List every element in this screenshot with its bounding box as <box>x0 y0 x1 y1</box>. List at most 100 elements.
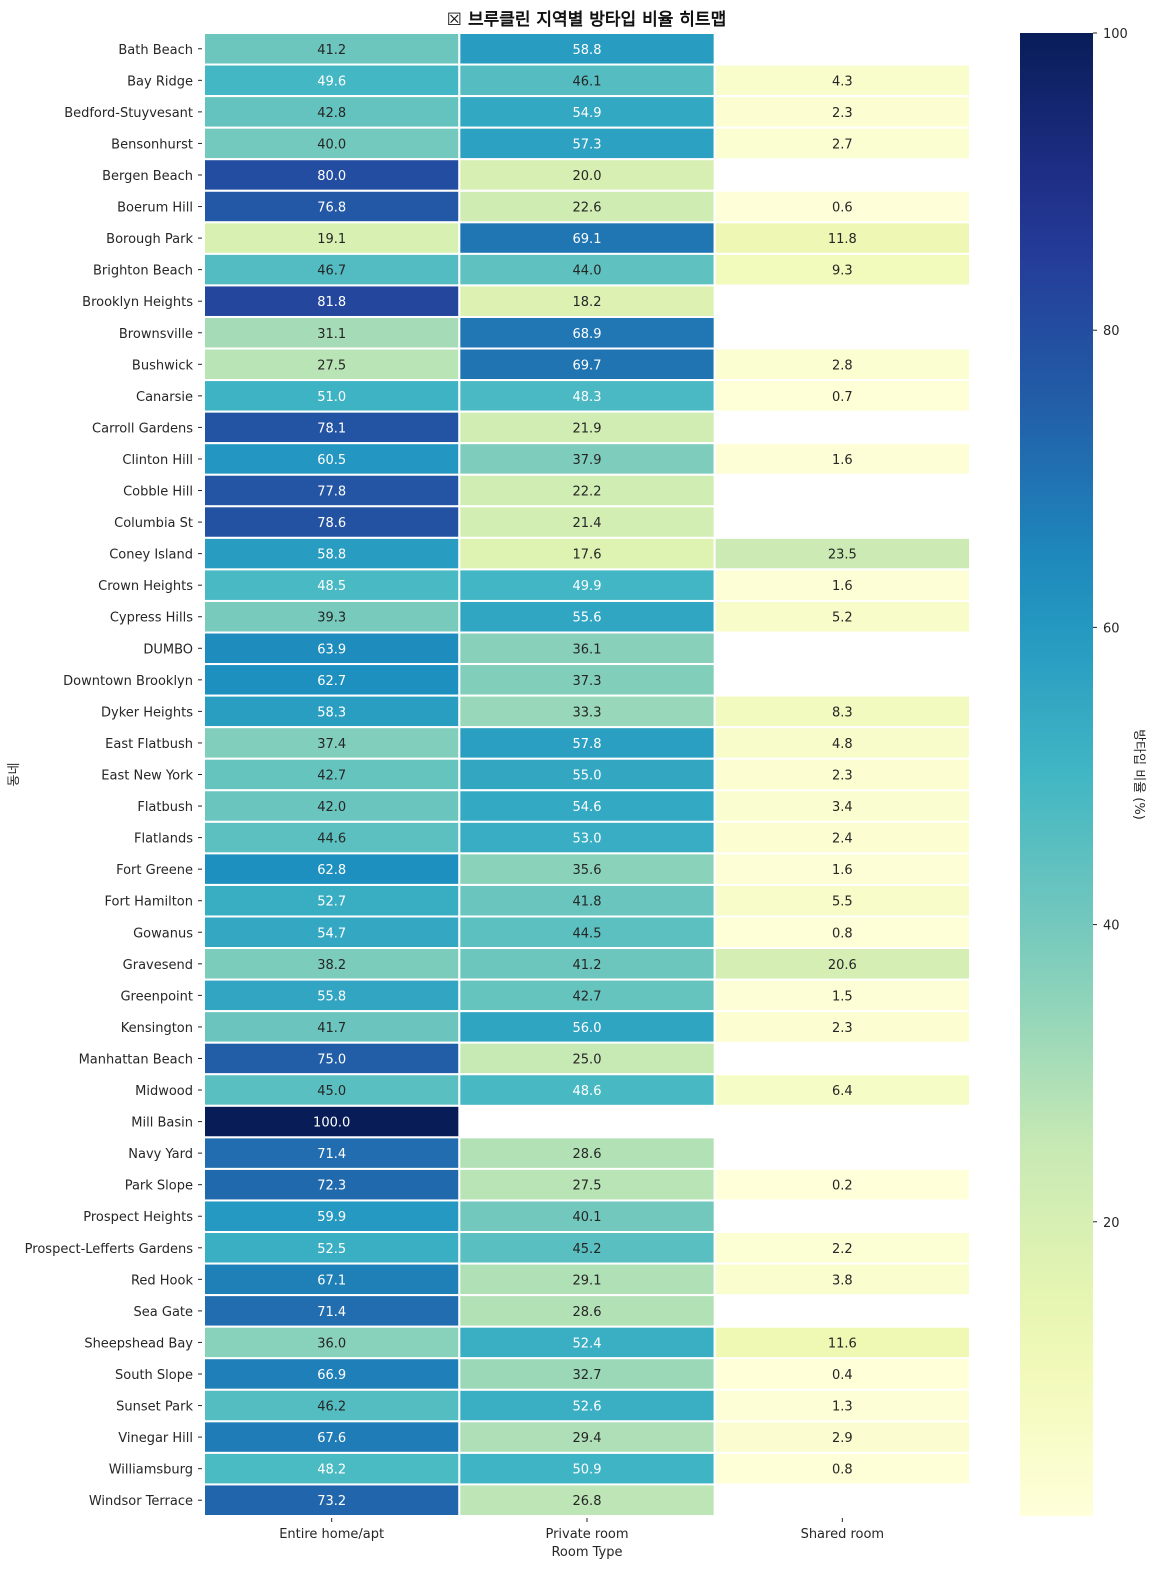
heatmap-cell <box>458 1483 716 1517</box>
heatmap-cell <box>713 1167 972 1202</box>
cell-value-label: 22.2 <box>573 485 602 500</box>
column-label: Shared room <box>801 1527 885 1542</box>
cell-value-label: 63.9 <box>317 642 346 657</box>
row-label: DUMBO <box>143 642 193 657</box>
cell-value-label: 28.6 <box>573 1147 602 1162</box>
heatmap-cell <box>458 410 716 445</box>
heatmap-cell <box>713 95 972 129</box>
row-label: Crown Heights <box>98 579 193 594</box>
cell-value-label: 57.8 <box>573 737 602 752</box>
row-label: Vinegar Hill <box>118 1431 193 1446</box>
heatmap-cell <box>713 726 972 760</box>
cell-value-label: 33.3 <box>573 705 602 720</box>
row-label: Navy Yard <box>128 1147 193 1162</box>
heatmap-cell <box>203 1483 461 1517</box>
cell-value-label: 2.2 <box>832 1242 853 1257</box>
row-label: Fort Greene <box>116 863 193 878</box>
heatmap-cell <box>458 568 716 602</box>
heatmap-cell <box>713 757 972 792</box>
cell-value-label: 48.6 <box>573 1084 602 1099</box>
row-label: Mill Basin <box>131 1116 193 1131</box>
row-label: Manhattan Beach <box>79 1052 193 1067</box>
cell-value-label: 45.0 <box>317 1084 346 1099</box>
cell-value-label: 58.3 <box>317 705 346 720</box>
cell-value-label: 41.2 <box>317 43 346 58</box>
cell-value-label: 60.5 <box>317 453 346 468</box>
cell-value-label: 2.4 <box>832 832 853 847</box>
heatmap-cells: 41.2 58.8 49.6 46.1 4.3 42.8 54.9 2.3 40.0 57.3 2.… <box>203 32 972 1517</box>
heatmap-cell <box>713 1357 972 1391</box>
cell-value-label: 54.7 <box>317 926 346 941</box>
heatmap-cell <box>713 442 972 476</box>
heatmap-cell <box>203 536 461 571</box>
heatmap-cell <box>713 852 972 886</box>
cell-value-label: 57.3 <box>573 137 602 152</box>
cell-value-label: 68.9 <box>573 327 602 342</box>
heatmap-cell <box>203 1136 461 1170</box>
row-label: Gowanus <box>133 926 193 941</box>
heatmap-cell <box>713 1010 972 1044</box>
cell-value-label: 36.0 <box>317 1336 346 1351</box>
cell-value-label: 23.5 <box>828 548 857 563</box>
cell-value-label: 9.3 <box>832 264 853 279</box>
heatmap-cell <box>458 1199 716 1234</box>
cell-value-label: 44.0 <box>573 264 602 279</box>
cell-value-label: 1.6 <box>832 863 853 878</box>
colorbar-tick-label: 20 <box>1103 1216 1120 1231</box>
heatmap-cell <box>458 379 716 413</box>
cell-value-label: 18.2 <box>573 295 602 310</box>
heatmap-cell <box>203 315 461 350</box>
colorbar-label: 방타입 비율 (%) <box>1131 729 1146 820</box>
cell-value-label: 55.0 <box>573 769 602 784</box>
cell-value-label: 41.8 <box>573 895 602 910</box>
cell-value-label: 66.9 <box>317 1368 346 1383</box>
row-label: Bedford-Stuyvesant <box>64 106 193 121</box>
heatmap-cell <box>713 1073 972 1107</box>
cell-value-label: 40.1 <box>573 1210 602 1225</box>
cell-value-label: 44.5 <box>573 926 602 941</box>
cell-value-label: 48.3 <box>573 390 602 405</box>
cell-value-label: 58.8 <box>573 43 602 58</box>
heatmap-cell <box>458 1420 716 1454</box>
cell-value-label: 67.1 <box>317 1273 346 1288</box>
heatmap-cell <box>458 221 716 255</box>
row-label: Bushwick <box>132 358 194 373</box>
cell-value-label: 80.0 <box>317 169 346 184</box>
cell-value-label: 100.0 <box>313 1116 350 1131</box>
row-label: Downtown Brooklyn <box>63 674 193 689</box>
row-label: Sheepshead Bay <box>84 1336 193 1351</box>
cell-value-label: 5.5 <box>832 895 853 910</box>
cell-value-label: 2.3 <box>832 769 853 784</box>
cell-value-label: 42.7 <box>317 769 346 784</box>
cell-value-label: 52.7 <box>317 895 346 910</box>
cell-value-label: 27.5 <box>317 358 346 373</box>
cell-value-label: 1.6 <box>832 453 853 468</box>
row-label: Dyker Heights <box>101 705 193 720</box>
heatmap-cell <box>203 631 461 666</box>
cell-value-label: 36.1 <box>573 642 602 657</box>
cell-value-label: 69.1 <box>573 232 602 247</box>
cell-value-label: 37.9 <box>573 453 602 468</box>
cell-value-label: 46.1 <box>573 74 602 89</box>
cell-value-label: 52.4 <box>573 1336 602 1351</box>
heatmap-cell <box>713 252 972 287</box>
heatmap-cell <box>458 947 716 981</box>
colorbar-tick-label: 40 <box>1103 919 1120 934</box>
heatmap-cell <box>458 1294 716 1328</box>
cell-value-label: 20.0 <box>573 169 602 184</box>
row-label: Bensonhurst <box>111 137 193 152</box>
heatmap-cell <box>458 726 716 760</box>
row-label: Greenpoint <box>120 989 193 1004</box>
row-label: South Slope <box>115 1368 193 1383</box>
row-label: Red Hook <box>131 1273 194 1288</box>
row-label: Clinton Hill <box>122 453 193 468</box>
row-label: Sunset Park <box>116 1400 193 1415</box>
cell-value-label: 46.7 <box>317 264 346 279</box>
column-label: Private room <box>545 1527 628 1542</box>
cell-value-label: 44.6 <box>317 832 346 847</box>
cell-value-label: 1.3 <box>832 1400 853 1415</box>
cell-value-label: 42.8 <box>317 106 346 121</box>
cell-value-label: 54.9 <box>573 106 602 121</box>
heatmap-cell <box>713 1451 972 1486</box>
heatmap-cell <box>713 820 972 855</box>
